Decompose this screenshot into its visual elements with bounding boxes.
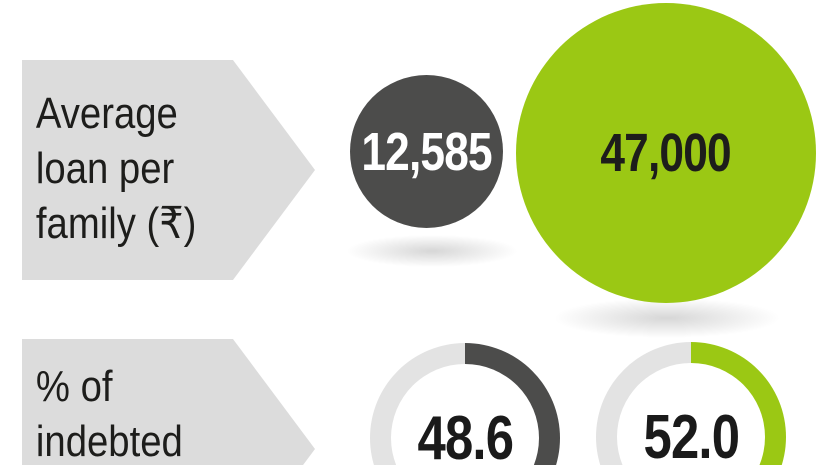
bubble-value-12585: 12,585 bbox=[361, 121, 492, 182]
label-line-3: family (₹) bbox=[35, 199, 197, 248]
label-line-1: % of bbox=[35, 362, 113, 411]
donut-gauge-48-6: 48.6 bbox=[370, 343, 560, 465]
label-line-2: loan per bbox=[35, 144, 175, 193]
label-line-1: Average bbox=[35, 89, 178, 138]
donut-value-48-6: 48.6 bbox=[417, 403, 513, 465]
bubble-loan-47000: 47,000 bbox=[516, 3, 816, 303]
label-banner-pct-indebted: % of indebted bbox=[22, 339, 315, 465]
pct-indebted-label: % of indebted bbox=[22, 339, 277, 465]
average-loan-label: Average loan per family (₹) bbox=[22, 60, 277, 251]
green-bubble-shadow bbox=[548, 297, 786, 339]
label-line-2: indebted bbox=[35, 417, 183, 465]
label-banner-average-loan: Average loan per family (₹) bbox=[22, 60, 315, 280]
bubble-loan-12585: 12,585 bbox=[350, 75, 503, 228]
donut-gauge-52-0: 52.0 bbox=[596, 342, 786, 465]
donut-value-52-0: 52.0 bbox=[643, 402, 739, 465]
bubble-value-47000: 47,000 bbox=[600, 123, 732, 183]
dark-bubble-shadow bbox=[342, 234, 522, 268]
